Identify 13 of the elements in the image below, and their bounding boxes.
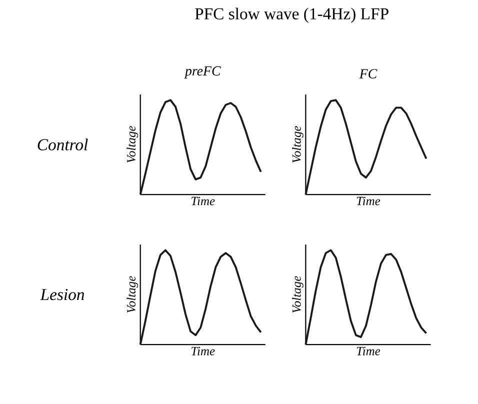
text: Control bbox=[38, 138, 88, 150]
y-axis-title: Voltage bbox=[126, 276, 138, 312]
x-axis-title: Time bbox=[192, 196, 215, 206]
y-axis-title: Voltage bbox=[292, 276, 304, 312]
x-axis-title: Time bbox=[356, 196, 380, 206]
x-axis-title: Time bbox=[356, 346, 380, 356]
chart-subtitle: preFC bbox=[184, 66, 221, 78]
y-axis-title: Voltage bbox=[292, 126, 304, 162]
y-axis-title: Voltage bbox=[126, 126, 138, 162]
chart-subtitle: FC bbox=[359, 68, 378, 78]
text: Lesion bbox=[40, 288, 84, 300]
chart-title: PFC slow wave (1-4Hz) LFP bbox=[195, 8, 388, 23]
x-axis-title: Time bbox=[192, 346, 215, 356]
